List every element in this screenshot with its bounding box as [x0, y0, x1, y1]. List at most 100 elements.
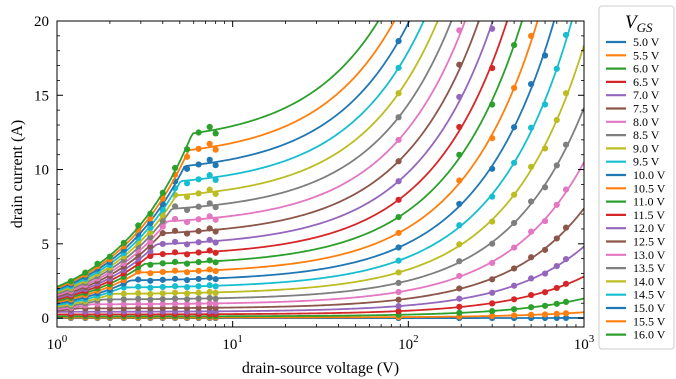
- data-point-6-16: [510, 244, 518, 251]
- data-point-8-8: [171, 289, 179, 296]
- series-group: [57, 21, 584, 322]
- legend-label-2: 6.0 V: [633, 62, 660, 76]
- data-point-10-10: [195, 275, 202, 283]
- data-point-20-6: [147, 220, 154, 227]
- data-point-7-11: [206, 294, 213, 302]
- data-point-17-10: [195, 203, 202, 210]
- data-point-12-13: [395, 213, 402, 221]
- data-point-9-6: [147, 284, 154, 291]
- data-point-10-12: [212, 276, 219, 283]
- data-point-6-17: [528, 228, 535, 235]
- data-point-15-12: [212, 228, 219, 235]
- y-tick-label-0: 0: [42, 311, 50, 327]
- legend-label-15: 12.5 V: [633, 235, 666, 249]
- data-point-6-9: [183, 300, 191, 308]
- data-point-7-10: [195, 295, 202, 302]
- data-point-7-14: [456, 258, 463, 265]
- y-tick-label-1: 5: [42, 237, 50, 253]
- data-point-21-12: [212, 146, 219, 153]
- data-point-2-18: [541, 302, 549, 309]
- series-line-11: [57, 21, 539, 304]
- data-point-13-11: [206, 247, 213, 254]
- legend-frame: [598, 5, 675, 350]
- legend-label-5: 7.5 V: [633, 102, 660, 116]
- data-point-13-6: [147, 252, 154, 260]
- data-point-8-4: [120, 290, 127, 297]
- data-point-8-19: [553, 116, 560, 124]
- data-point-3-19: [553, 284, 560, 292]
- y-axis-label: drain current (A): [9, 120, 26, 228]
- data-point-7-18: [541, 184, 549, 191]
- data-point-5-12: [212, 304, 219, 312]
- data-point-4-19: [553, 263, 560, 270]
- data-point-8-18: [541, 145, 549, 152]
- legend-label-11: 10.5 V: [633, 181, 666, 195]
- series-line-9: [57, 21, 573, 306]
- data-point-3-20: [562, 280, 570, 287]
- data-point-3-14: [456, 303, 463, 310]
- data-point-12-14: [456, 151, 463, 158]
- data-point-19-6: [147, 224, 154, 231]
- data-point-12-10: [195, 258, 202, 266]
- data-point-14-14: [456, 93, 463, 101]
- data-point-9-14: [456, 222, 463, 229]
- data-point-9-16: [510, 159, 518, 166]
- x-tick-label-2: 102: [398, 333, 419, 353]
- data-point-17-7: [159, 217, 166, 225]
- series-line-22: [57, 21, 380, 288]
- data-point-13-14: [456, 123, 463, 131]
- legend-label-6: 8.0 V: [633, 115, 660, 129]
- data-point-9-7: [159, 283, 166, 291]
- data-point-5-10: [195, 304, 202, 312]
- data-point-13-9: [183, 251, 191, 258]
- data-point-8-13: [395, 269, 402, 276]
- series-line-19: [57, 21, 425, 292]
- data-point-8-16: [510, 191, 518, 198]
- series-line-17: [57, 21, 453, 295]
- data-point-18-10: [195, 190, 202, 197]
- data-point-3-13: [395, 308, 402, 315]
- data-point-10-16: [510, 124, 518, 131]
- data-point-7-19: [553, 162, 560, 169]
- data-point-0-20: [562, 314, 570, 322]
- data-point-18-6: [147, 229, 154, 236]
- legend-label-0: 5.0 V: [633, 35, 660, 49]
- data-point-3-16: [510, 296, 518, 303]
- data-point-16-10: [195, 216, 202, 223]
- data-point-10-14: [456, 200, 463, 208]
- data-point-3-15: [489, 300, 496, 307]
- y-tick-label-3: 15: [34, 88, 49, 104]
- data-point-14-10: [195, 239, 202, 246]
- data-point-5-15: [489, 276, 496, 283]
- data-point-18-7: [159, 212, 166, 219]
- data-point-9-15: [489, 193, 496, 200]
- data-point-6-7: [159, 300, 166, 308]
- data-point-8-17: [528, 163, 535, 170]
- data-point-11-11: [206, 266, 213, 273]
- data-point-18-9: [183, 193, 191, 201]
- data-point-8-11: [206, 288, 213, 296]
- data-point-1-18: [541, 311, 549, 318]
- data-point-22-1: [82, 269, 89, 276]
- series-line-3: [57, 275, 584, 316]
- data-point-6-12: [212, 300, 219, 307]
- data-point-11-6: [147, 270, 154, 277]
- series-line-1: [57, 311, 584, 319]
- series-line-8: [57, 45, 584, 308]
- series-line-5: [57, 207, 584, 312]
- data-point-9-17: [528, 124, 535, 131]
- data-point-5-17: [528, 254, 535, 261]
- data-point-21-6: [147, 215, 154, 222]
- data-point-17-8: [171, 203, 179, 210]
- data-point-4-17: [528, 275, 535, 282]
- series-line-4: [57, 245, 584, 314]
- data-point-16-11: [206, 213, 213, 220]
- data-point-19-10: [195, 176, 202, 183]
- data-point-11-17: [528, 32, 535, 40]
- data-point-5-11: [206, 304, 213, 311]
- data-point-17-6: [147, 234, 154, 241]
- data-point-19-12: [212, 176, 219, 184]
- data-point-4-14: [456, 295, 463, 302]
- data-point-4-13: [395, 303, 402, 310]
- legend-label-3: 6.5 V: [633, 75, 660, 89]
